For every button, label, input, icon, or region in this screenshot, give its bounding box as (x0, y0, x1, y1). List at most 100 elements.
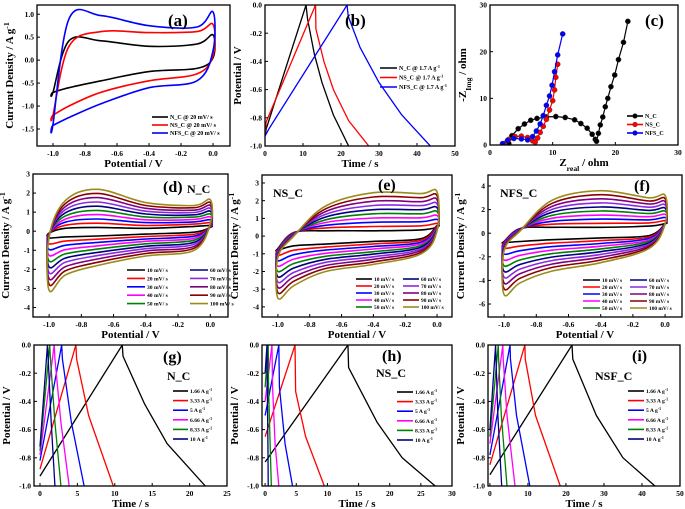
x-axis-label: Time / s (112, 498, 150, 509)
legend-item: NS_C @ 1.7 A g-1 (380, 73, 443, 82)
legend-label-part: 6.66 A g (646, 418, 665, 424)
plot-area (501, 189, 668, 297)
x-tick-label: 10 (524, 489, 532, 498)
legend-item: 80 mV/ s (403, 291, 441, 297)
legend-label: 50 mV/ s (602, 306, 622, 312)
panel-letter: (a) (168, 11, 188, 30)
legend-marker (632, 121, 638, 128)
legend: 1.66 A g-13.33 A g-15 A g-16.66 A g-18.3… (397, 389, 437, 444)
legend-label-part: 30 mV/ s (374, 291, 394, 297)
nyquist-point (559, 31, 566, 37)
legend-label: 20 mV/ s (147, 276, 169, 282)
legend-item: 30 mV/ s (356, 291, 394, 297)
y-tick-label: 0.5 (25, 33, 35, 42)
nyquist-point (578, 120, 584, 127)
legend-item: 6.66 A g-1 (628, 417, 668, 424)
legend-label: N_C (645, 114, 657, 120)
legend-item: 10 mV/ s (127, 268, 169, 274)
y-tick-label: -1.0 (19, 482, 31, 491)
legend-label: 20 mV/ s (374, 284, 394, 290)
y-axis-label-part: -1 (453, 193, 462, 200)
x-axis-label: Potential / V (328, 329, 387, 341)
y-tick-label: -1 (253, 249, 259, 258)
panel-h: 0 5 10 15 20 25 30 -1.0 -0.8 -0.6 -0.4 -0.2 0.0 Time … (229, 341, 456, 509)
legend-label: 70 mV/ s (421, 284, 441, 290)
legend-item: 1.66 A g-1 (628, 388, 668, 395)
legend-item: 8.33 A g-1 (628, 426, 668, 433)
cv-curve (46, 188, 214, 293)
legend-item: 3.33 A g-1 (628, 398, 668, 405)
nyquist-point (554, 52, 561, 58)
legend-label-part: 10 A g (415, 438, 430, 444)
legend-label-part: 80 mV/ s (649, 292, 669, 298)
legend-label-part: 50 mV/ s (374, 305, 394, 311)
legend-label-part: 20 mV/ s (374, 284, 394, 290)
legend-item: 20 mV/ s (356, 284, 394, 290)
legend-label: 3.33 A g-1 (190, 398, 212, 405)
legend-label-part: 1.66 A g (646, 389, 665, 395)
legend-label: 70 mV/ s (210, 276, 232, 282)
panel-a: -1.0 -0.8 -0.6 -0.4 -0.2 0.0 -1.5 -1.0 -0.5 0.0 0.… (2, 4, 231, 170)
y-tick-label: -0.4 (250, 57, 262, 66)
x-tick-label: 0 (38, 489, 42, 498)
x-tick-label: -0.4 (367, 320, 379, 329)
y-tick-label: 1 (255, 214, 259, 223)
legend-label: 8.33 A g-1 (415, 427, 437, 434)
x-tick-label: 0 (263, 489, 267, 498)
legend-label-part: 30 mV/ s (147, 285, 169, 291)
y-axis-label-part: -Z (457, 91, 469, 102)
x-tick-label: 10 (549, 148, 557, 157)
nyquist-point (571, 117, 578, 123)
x-tick-label: 5 (294, 489, 298, 498)
plot-frame (32, 173, 229, 318)
legend-label-part: 5 A g (190, 408, 202, 414)
legend-label-part: -1 (434, 427, 437, 431)
plot-area (50, 8, 216, 134)
y-tick-label: 1 (26, 208, 30, 217)
nyquist-point (611, 72, 618, 78)
nyquist-point (499, 140, 506, 145)
sample-label: NS_C (376, 366, 406, 380)
legend-label: 30 mV/ s (602, 292, 622, 298)
legend-item: 20 mV/ s (583, 285, 622, 291)
legend-item: 10 A g-1 (628, 436, 664, 443)
y-tick-label: -3 (24, 284, 30, 293)
y-tick-label: -1.0 (473, 482, 485, 491)
x-tick-label: 20 (337, 149, 345, 158)
legend-item: 60 mV/ s (403, 277, 441, 283)
y-axis-label-part: Potential / V (1, 386, 13, 445)
legend-item: 50 mV/ s (356, 305, 394, 311)
legend-label-part: 40 mV/ s (147, 293, 169, 299)
x-tick-label: 15 (148, 489, 156, 498)
nyquist-point (537, 121, 543, 127)
nyquist-point (515, 125, 522, 132)
legend-label-part: -1 (434, 418, 437, 422)
x-tick-label: -1.0 (498, 320, 510, 329)
nyquist-point (504, 137, 511, 144)
cv-curve (275, 188, 440, 300)
x-tick-label: 30 (674, 148, 682, 157)
legend-item: 1.66 A g-1 (397, 389, 437, 396)
legend-item: NS_C @ 20 mV/ s (152, 123, 217, 129)
legend-label-part: -1 (658, 407, 661, 411)
legend-label-part: 80 mV/ s (421, 291, 441, 297)
gcd-curve (489, 345, 503, 486)
x-tick-label: 30 (375, 149, 383, 158)
legend-label: N_C @ 1.7 A g-1 (399, 64, 440, 73)
legend-item: 100 mV/ s (190, 302, 234, 308)
y-tick-label: -1.0 (22, 102, 34, 111)
plot-frame (264, 4, 456, 147)
plot-frame (261, 174, 453, 318)
legend-item: 5 A g-1 (628, 407, 661, 414)
legend-label: 3.33 A g-1 (646, 398, 668, 405)
y-axis-label: Potential / V (455, 386, 467, 445)
legend-label-part: -1 (430, 437, 433, 441)
x-tick-label: -0.6 (563, 320, 575, 329)
x-tick-label: 40 (413, 149, 421, 158)
legend-item: 100 mV/ s (403, 305, 444, 311)
legend-item: 90 mV/ s (190, 293, 232, 299)
y-axis-label-part: -1 (0, 192, 7, 199)
nyquist-point (605, 95, 611, 102)
panel-i: 0 10 20 30 40 50 -1.0 -0.8 -0.6 -0.4 -0.2 0.0 Time /… (455, 341, 684, 509)
x-tick-label: -0.6 (336, 320, 348, 329)
